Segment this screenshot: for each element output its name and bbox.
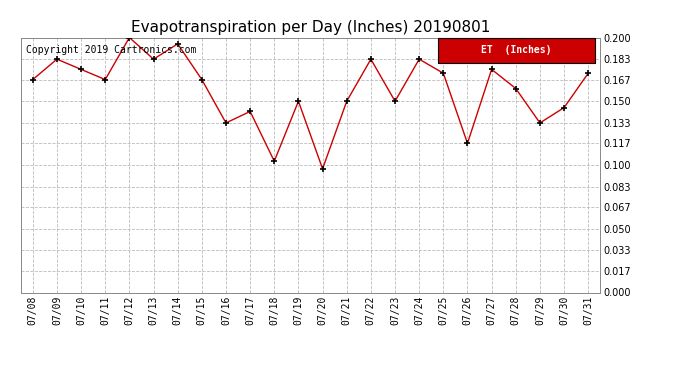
Text: ET  (Inches): ET (Inches) (481, 45, 551, 55)
FancyBboxPatch shape (438, 38, 595, 63)
Text: Copyright 2019 Cartronics.com: Copyright 2019 Cartronics.com (26, 45, 197, 55)
Title: Evapotranspiration per Day (Inches) 20190801: Evapotranspiration per Day (Inches) 2019… (131, 20, 490, 35)
